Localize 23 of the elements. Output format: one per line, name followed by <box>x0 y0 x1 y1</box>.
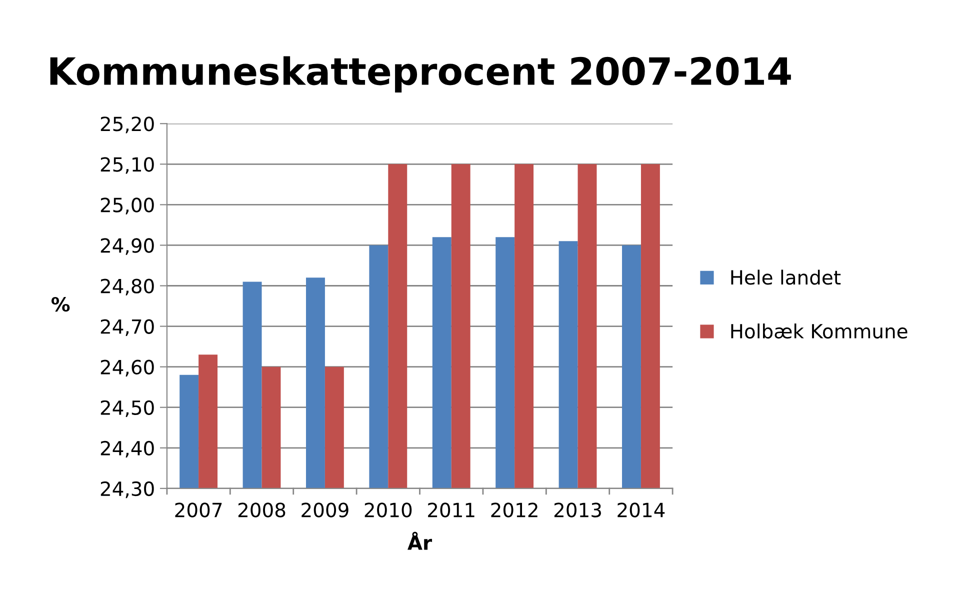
y-axis-title: % <box>51 296 70 312</box>
y-tick-label: 24,30 <box>100 481 154 498</box>
x-tick-label: 2013 <box>554 502 601 518</box>
x-tick-label: 2011 <box>428 502 474 518</box>
x-tick-label: 2012 <box>491 502 538 518</box>
x-tick-label: 2014 <box>618 502 665 518</box>
y-tick-label: 24,80 <box>100 278 154 296</box>
chart-title: Kommuneskatteprocent 2007-2014 <box>50 56 791 93</box>
x-axis-title: År <box>408 532 432 550</box>
x-tick-label: 2007 <box>175 502 222 518</box>
y-tick-label: 24,60 <box>100 360 154 376</box>
y-tick-label: 24,40 <box>100 440 154 458</box>
legend-label: Holbæk Kommune <box>731 324 908 339</box>
x-tick-label: 2010 <box>364 502 412 518</box>
legend-label: Hele landet <box>731 270 841 285</box>
y-tick-label: 25,20 <box>100 116 154 134</box>
y-tick-label: 24,50 <box>100 400 154 418</box>
x-tick-label: 2009 <box>302 502 348 518</box>
y-tick-label: 24,90 <box>100 238 154 255</box>
x-tick-label: 2008 <box>238 502 286 518</box>
y-tick-label: 25,10 <box>100 157 154 174</box>
y-tick-label: 25,00 <box>100 198 154 214</box>
y-tick-label: 24,70 <box>100 319 154 336</box>
